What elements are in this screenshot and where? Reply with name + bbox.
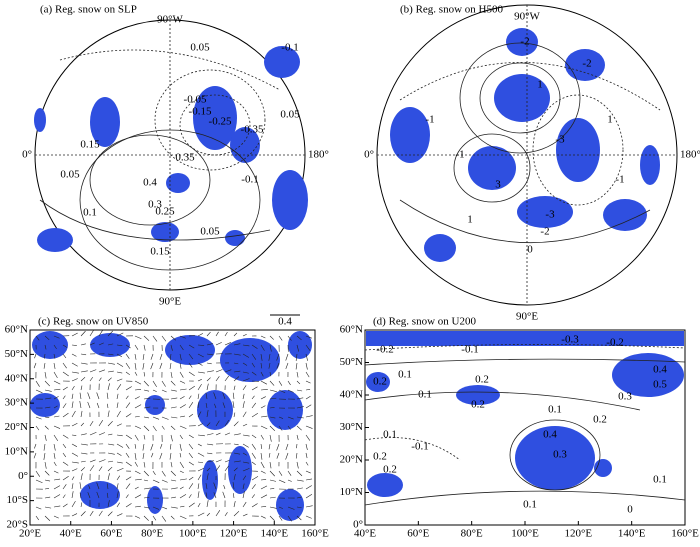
contour-label: 0.35 xyxy=(175,152,195,164)
contour-label: 0.3 xyxy=(553,449,567,461)
panel-a xyxy=(34,20,308,290)
x-tick-label: 120°E xyxy=(220,528,248,540)
panel-c xyxy=(30,315,315,525)
y-tick-label: 40°N xyxy=(340,389,363,401)
axis-label: 90°W xyxy=(514,11,540,23)
x-tick-label: 140°E xyxy=(618,528,646,540)
panel-title: (d) Reg. snow on U200 xyxy=(373,316,476,328)
contour-label: -0.1 xyxy=(281,42,298,54)
contour-label: 0.1 xyxy=(383,429,397,441)
x-tick-label: 40°E xyxy=(60,528,82,540)
contour-label: 0 xyxy=(527,244,533,256)
x-tick-label: 80°E xyxy=(141,528,163,540)
contour-label: 0.05 xyxy=(280,109,300,121)
contour-label: 0.2 xyxy=(373,451,387,463)
axis-label: 0° xyxy=(364,149,374,161)
y-tick-label: 40°N xyxy=(5,372,28,384)
panel-b xyxy=(377,5,677,305)
x-tick-label: 80°E xyxy=(461,528,483,540)
contour-label: 0.2 xyxy=(475,374,489,386)
y-tick-label: 30°N xyxy=(340,421,363,433)
contour-label: -0.25 xyxy=(209,116,232,128)
x-tick-label: 60°E xyxy=(100,528,122,540)
axis-label: 90°W xyxy=(157,14,183,26)
contour-label: 0.15 xyxy=(150,246,170,258)
contour-label: 0.4 xyxy=(543,429,557,441)
contour-label: -0.1 xyxy=(241,174,258,186)
contour-label: 0.05 xyxy=(200,226,220,238)
contour-label: 0.5 xyxy=(653,379,667,391)
contour-label: 0.1 xyxy=(653,474,667,486)
contour-label: -0.2 xyxy=(606,337,623,349)
y-tick-label: 50°N xyxy=(340,356,363,368)
contour-label: -2 xyxy=(540,226,549,238)
contour-label: 0.1 xyxy=(523,499,537,511)
contour-label: 0.1 xyxy=(83,207,97,219)
y-tick-label: 20°N xyxy=(340,454,363,466)
contour-label: -0.35 xyxy=(241,124,264,136)
contour-label: 0.1 xyxy=(418,389,432,401)
contour-label: 0 xyxy=(627,504,633,516)
y-tick-label: 20°N xyxy=(5,421,28,433)
x-tick-label: 160°E xyxy=(301,528,329,540)
axis-label: 0° xyxy=(22,149,32,161)
contour-label: 3 xyxy=(495,179,501,191)
contour-label: 0.05 xyxy=(190,42,210,54)
contour-label: 0.2 xyxy=(593,414,607,426)
contour-label: 1 xyxy=(607,114,613,126)
contour-label: -0.2 xyxy=(376,344,393,356)
contour-label: -2 xyxy=(520,36,529,48)
contour-label: 0.1 xyxy=(548,404,562,416)
axis-label: 180° xyxy=(680,149,700,161)
contour-label: 0.2 xyxy=(383,464,397,476)
x-tick-label: 100°E xyxy=(511,528,539,540)
contour-label: 0.4 xyxy=(143,177,157,189)
contour-label: 1 xyxy=(537,79,543,91)
y-tick-label: 60°N xyxy=(340,324,363,336)
y-tick-label: 10°N xyxy=(5,445,28,457)
y-tick-label: 10°N xyxy=(340,486,363,498)
panel-title: (a) Reg. snow on SLP xyxy=(40,4,137,16)
contour-label: 0.2 xyxy=(373,376,387,388)
reference-vector-label: 0.4 xyxy=(278,316,292,328)
contour-label: 1 xyxy=(467,214,473,226)
contour-label: -2 xyxy=(582,58,591,70)
contour-label: 0.25 xyxy=(155,206,175,218)
x-tick-label: 140°E xyxy=(260,528,288,540)
contour-label: 0.3 xyxy=(618,391,632,403)
axis-label: 90°E xyxy=(516,311,538,323)
y-tick-label: 10°S xyxy=(6,494,28,506)
y-tick-label: 50°N xyxy=(5,348,28,360)
x-tick-label: 160°E xyxy=(671,528,699,540)
contour-label: -3 xyxy=(545,209,555,221)
x-tick-label: 60°E xyxy=(407,528,429,540)
panel-d xyxy=(365,330,685,525)
y-tick-label: 0° xyxy=(353,519,363,531)
contour-label: -1 xyxy=(455,149,464,161)
x-tick-label: 120°E xyxy=(565,528,593,540)
panel-title: (c) Reg. snow on UV850 xyxy=(38,316,149,328)
contour-label: -1 xyxy=(425,114,434,126)
contour-label: -0.1 xyxy=(411,441,428,453)
y-tick-label: 0° xyxy=(18,470,28,482)
contour-label: -3 xyxy=(555,134,565,146)
axis-label: 180° xyxy=(308,149,329,161)
contour-label: -1 xyxy=(615,174,624,186)
x-tick-label: 100°E xyxy=(179,528,207,540)
contour-label: 0.15 xyxy=(80,139,100,151)
contour-label: -0.05 xyxy=(184,94,207,106)
contour-label: -0.3 xyxy=(561,334,579,346)
y-tick-label: 20°S xyxy=(6,519,28,531)
contour-label: 0.2 xyxy=(471,399,485,411)
axis-label: 90°E xyxy=(159,296,181,308)
y-tick-label: 30°N xyxy=(5,397,28,409)
contour-label: 0.05 xyxy=(60,169,80,181)
y-tick-label: 60°N xyxy=(5,324,28,336)
contour-label: 0.4 xyxy=(653,364,667,376)
contour-label: 0.1 xyxy=(398,369,412,381)
contour-label: -0.1 xyxy=(461,344,478,356)
panel-title: (b) Reg. snow on H500 xyxy=(400,4,503,16)
